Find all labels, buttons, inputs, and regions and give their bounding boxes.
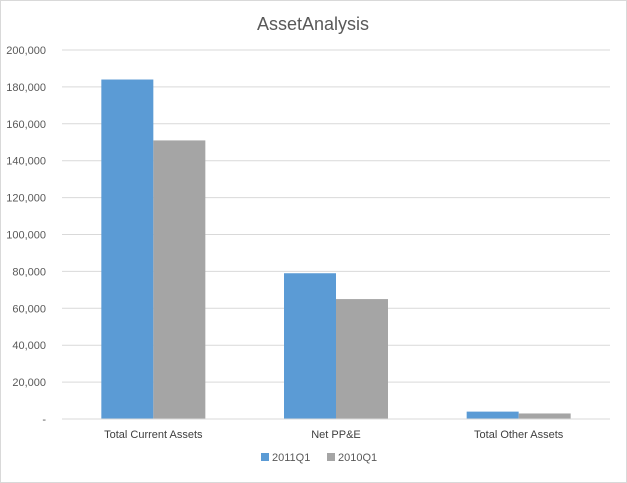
y-tick-label: - xyxy=(42,414,46,426)
x-category-label: Net PP&E xyxy=(311,429,361,441)
legend-label: 2010Q1 xyxy=(338,452,377,464)
bar-2011Q1-0 xyxy=(101,79,154,420)
bar-2011Q1-1 xyxy=(284,273,336,419)
bar-2011Q1-2 xyxy=(466,411,519,419)
y-tick-label: 100,000 xyxy=(6,230,46,242)
y-tick-label: 140,000 xyxy=(6,156,46,168)
x-axis-categories: Total Current Assets Net PP&E Total Other … xyxy=(104,429,564,441)
y-tick-label: 40,000 xyxy=(12,340,46,352)
y-tick-label: 160,000 xyxy=(6,119,46,131)
y-tick-label: 120,000 xyxy=(6,193,46,205)
y-tick-label: 180,000 xyxy=(6,82,46,94)
x-category-label: Total Current Assets xyxy=(104,429,203,441)
legend-label: 2011Q1 xyxy=(272,452,310,464)
legend: 2011Q1 2010Q1 xyxy=(261,452,377,464)
y-tick-label: 200,000 xyxy=(6,45,46,57)
bar-2010Q1-1 xyxy=(336,299,388,419)
legend-swatch-2010Q1 xyxy=(327,453,335,461)
bar-2010Q1-2 xyxy=(518,413,571,419)
y-tick-label: 20,000 xyxy=(12,377,46,389)
y-tick-label: 80,000 xyxy=(12,266,46,278)
bar-2010Q1-0 xyxy=(153,140,206,419)
y-tick-label: 60,000 xyxy=(12,303,46,315)
legend-swatch-2011Q1 xyxy=(261,453,269,461)
chart-title: AssetAnalysis xyxy=(257,14,369,34)
x-category-label: Total Other Assets xyxy=(474,429,564,441)
bars xyxy=(101,79,571,420)
y-axis-ticks: - 20,000 40,000 60,000 80,000 100,000 120,000 1… xyxy=(6,45,46,426)
